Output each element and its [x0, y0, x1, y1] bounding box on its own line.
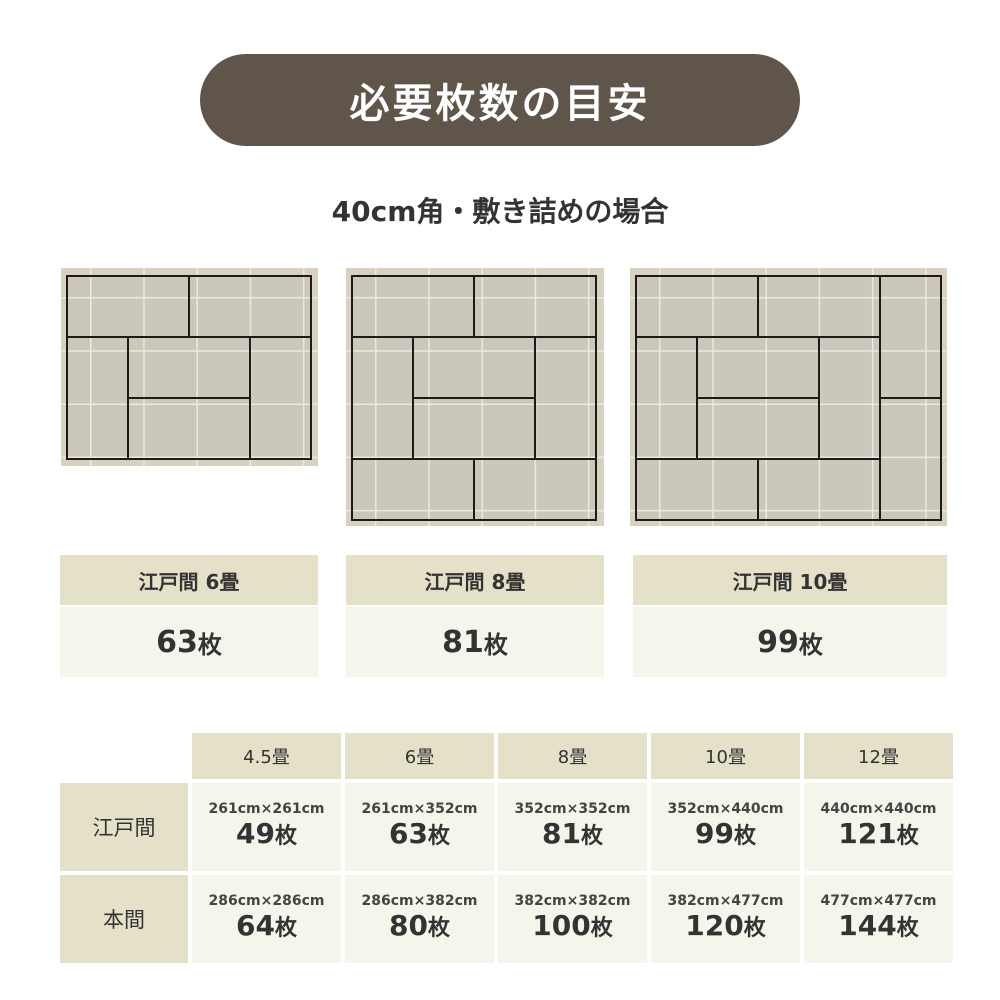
column-header: 4.5畳	[192, 733, 341, 779]
room-size: 382cm×382cm	[514, 892, 631, 909]
table-cell: 382cm×477cm 120枚	[651, 875, 800, 963]
table-cell: 261cm×261cm 49枚	[192, 783, 341, 871]
column-header: 6畳	[345, 733, 494, 779]
tatami-outline	[757, 458, 881, 521]
layout-count: 63 枚	[60, 607, 318, 677]
layout-label: 江戸間 6畳	[60, 555, 318, 605]
table-cell: 286cm×286cm 64枚	[192, 875, 341, 963]
layout-count: 99 枚	[633, 607, 947, 677]
layout-card-8: 江戸間 8畳 81 枚	[346, 555, 604, 677]
room-size: 382cm×477cm	[667, 892, 784, 909]
layout-card-10: 江戸間 10畳 99 枚	[633, 555, 947, 677]
table-row: 本間 286cm×286cm 64枚 286cm×382cm 80枚 382cm×382c…	[60, 875, 953, 963]
table-cell: 477cm×477cm 144枚	[804, 875, 953, 963]
table-cell: 352cm×352cm 81枚	[498, 783, 647, 871]
layout-label: 江戸間 8畳	[346, 555, 604, 605]
row-header: 江戸間	[60, 783, 188, 871]
tatami-outline	[249, 336, 312, 460]
tatami-diagram-8	[346, 268, 604, 526]
table-cell: 440cm×440cm 121枚	[804, 783, 953, 871]
table-cell: 382cm×382cm 100枚	[498, 875, 647, 963]
tile-count: 144枚	[838, 908, 919, 942]
room-size: 286cm×382cm	[361, 892, 478, 909]
tatami-diagram-6	[61, 268, 318, 466]
layout-label: 江戸間 10畳	[633, 555, 947, 605]
column-header: 8畳	[498, 733, 647, 779]
layout-card-6: 江戸間 6畳 63 枚	[60, 555, 318, 677]
tile-count: 80枚	[389, 908, 450, 942]
table-row: 江戸間 261cm×261cm 49枚 261cm×352cm 63枚 352cm×352…	[60, 783, 953, 871]
tile-count: 81枚	[542, 816, 603, 850]
column-header: 10畳	[651, 733, 800, 779]
room-size: 440cm×440cm	[820, 800, 937, 817]
tile-count: 120枚	[685, 908, 766, 942]
room-size: 286cm×286cm	[208, 892, 325, 909]
layout-count: 81 枚	[346, 607, 604, 677]
table-cell: 261cm×352cm 63枚	[345, 783, 494, 871]
tatami-outline	[473, 458, 597, 521]
tatami-diagram-10	[630, 268, 947, 526]
count-table: 4.5畳 6畳 8畳 10畳 12畳 江戸間 261cm×261cm 49枚 261c…	[56, 729, 957, 967]
tile-count: 99枚	[695, 816, 756, 850]
table-cell: 352cm×440cm 99枚	[651, 783, 800, 871]
tile-count: 49枚	[236, 816, 297, 850]
room-size: 352cm×352cm	[514, 800, 631, 817]
column-header: 12畳	[804, 733, 953, 779]
tile-count: 121枚	[838, 816, 919, 850]
row-header: 本間	[60, 875, 188, 963]
room-size: 261cm×261cm	[208, 800, 325, 817]
subtitle: 40cm角・敷き詰めの場合	[331, 195, 669, 228]
tile-count: 100枚	[532, 908, 613, 942]
room-size: 477cm×477cm	[820, 892, 937, 909]
room-size: 352cm×440cm	[667, 800, 784, 817]
title-banner: 必要枚数の目安	[200, 54, 800, 146]
tile-count: 63枚	[389, 816, 450, 850]
tile-count: 64枚	[236, 908, 297, 942]
room-size: 261cm×352cm	[361, 800, 478, 817]
table-cell: 286cm×382cm 80枚	[345, 875, 494, 963]
